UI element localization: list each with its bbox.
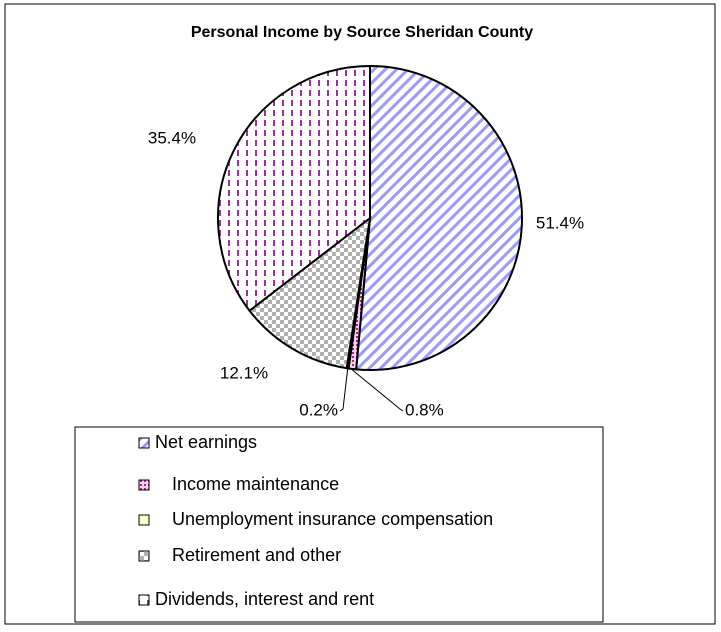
leader-line bbox=[339, 369, 349, 412]
chart-title: Personal Income by Source Sheridan Count… bbox=[191, 24, 533, 41]
pie-slice bbox=[355, 64, 523, 371]
pie-slice bbox=[248, 215, 372, 370]
data-label: 0.8% bbox=[405, 400, 444, 419]
legend-marker bbox=[138, 514, 150, 526]
legend-label: Unemployment insurance compensation bbox=[172, 509, 493, 529]
legend-label: Net earnings bbox=[155, 432, 257, 452]
legend-label: Income maintenance bbox=[172, 474, 339, 494]
legend-box bbox=[74, 426, 604, 623]
legend-label: Dividends, interest and rent bbox=[155, 589, 374, 609]
data-label: 51.4% bbox=[536, 213, 584, 232]
legend-marker bbox=[138, 550, 150, 562]
legend-marker bbox=[138, 479, 150, 491]
data-label: 12.1% bbox=[220, 363, 268, 382]
data-label: 35.4% bbox=[148, 128, 196, 147]
pie-slice bbox=[217, 64, 371, 313]
legend-label: Retirement and other bbox=[172, 545, 341, 565]
legend-marker bbox=[138, 437, 150, 449]
legend-marker bbox=[138, 594, 150, 606]
data-label: 0.2% bbox=[299, 400, 338, 419]
leader-line bbox=[352, 369, 404, 412]
